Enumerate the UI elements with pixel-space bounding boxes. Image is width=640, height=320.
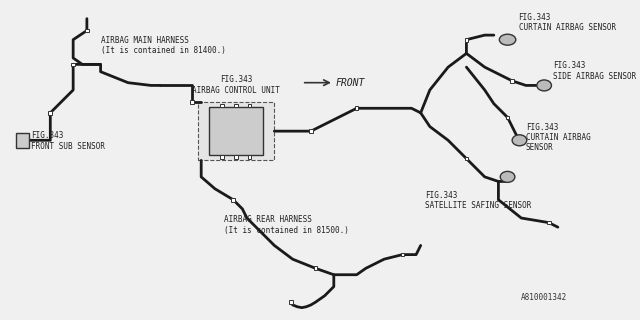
Bar — [220, 104, 224, 108]
Bar — [309, 129, 313, 133]
Bar — [355, 107, 358, 110]
Bar — [401, 253, 404, 256]
Bar — [234, 155, 238, 159]
Text: FIG.343
SATELLITE SAFING SENSOR: FIG.343 SATELLITE SAFING SENSOR — [425, 191, 532, 210]
Bar — [71, 62, 75, 66]
Bar — [289, 300, 292, 304]
Bar — [506, 116, 509, 119]
Text: A810001342: A810001342 — [521, 293, 567, 302]
Ellipse shape — [537, 80, 552, 91]
Text: FIG.343
SIDE AIRBAG SENSOR: FIG.343 SIDE AIRBAG SENSOR — [554, 61, 637, 81]
Bar — [209, 108, 264, 155]
Bar — [198, 102, 275, 160]
Bar — [248, 104, 252, 108]
Text: FIG.343
CURTAIN AIRBAG
SENSOR: FIG.343 CURTAIN AIRBAG SENSOR — [526, 123, 591, 152]
Bar — [234, 104, 238, 108]
Bar — [17, 133, 29, 148]
Text: AIRBAG REAR HARNESS
(It is contained in 81500.): AIRBAG REAR HARNESS (It is contained in … — [224, 215, 349, 235]
Bar — [49, 111, 52, 115]
Bar — [510, 79, 514, 83]
Text: FRONT: FRONT — [335, 78, 365, 88]
Ellipse shape — [499, 34, 516, 45]
Ellipse shape — [500, 172, 515, 182]
Bar — [465, 38, 468, 42]
Bar — [190, 100, 194, 104]
Bar — [232, 198, 235, 202]
Text: FIG.343
CURTAIN AIRBAG SENSOR: FIG.343 CURTAIN AIRBAG SENSOR — [518, 13, 616, 32]
Text: FIG.343
FRONT SUB SENSOR: FIG.343 FRONT SUB SENSOR — [31, 131, 105, 150]
Bar — [314, 267, 317, 270]
Ellipse shape — [512, 135, 527, 146]
Bar — [85, 29, 89, 32]
Bar — [465, 157, 468, 160]
Text: AIRBAG MAIN HARNESS
(It is contained in 81400.): AIRBAG MAIN HARNESS (It is contained in … — [100, 36, 225, 55]
Bar — [248, 155, 252, 159]
Text: FIG.343
AIRBAG CONTROL UNIT: FIG.343 AIRBAG CONTROL UNIT — [192, 75, 280, 95]
Bar — [220, 155, 224, 159]
Bar — [547, 221, 550, 224]
